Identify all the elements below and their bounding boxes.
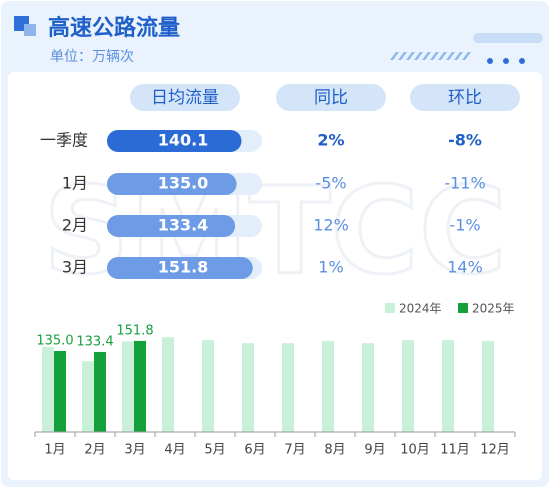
x-tick-label: 11月 bbox=[440, 443, 470, 458]
flow-bar bbox=[107, 257, 253, 279]
value-label: 135.0 bbox=[36, 334, 73, 349]
x-tick-label: 6月 bbox=[244, 443, 265, 458]
bar bbox=[162, 337, 174, 432]
flow-label: 140.1 bbox=[158, 131, 209, 150]
row-label: 1月 bbox=[62, 174, 88, 193]
column-header: 同比 bbox=[314, 88, 348, 108]
column-header-pill bbox=[130, 84, 240, 111]
bar bbox=[122, 341, 134, 432]
yoy: 1% bbox=[318, 258, 343, 277]
row-label: 一季度 bbox=[40, 131, 88, 150]
x-tick-label: 10月 bbox=[400, 443, 430, 458]
flow-label: 135.0 bbox=[158, 174, 209, 193]
x-tick-label: 8月 bbox=[324, 443, 345, 458]
yoy: 12% bbox=[313, 216, 349, 235]
column-header-pill bbox=[276, 84, 386, 111]
decoration bbox=[390, 52, 525, 64]
bar bbox=[42, 346, 54, 432]
flow-bar bbox=[107, 130, 242, 152]
value-label: 151.8 bbox=[116, 323, 153, 338]
x-tick-label: 7月 bbox=[284, 443, 305, 458]
bar bbox=[82, 361, 94, 432]
flow-bar bbox=[107, 215, 236, 237]
legend-label: 2025年 bbox=[472, 302, 515, 316]
x-tick-label: 1月 bbox=[44, 443, 65, 458]
mom: -11% bbox=[444, 174, 485, 193]
x-tick-label: 12月 bbox=[480, 443, 510, 458]
bar bbox=[282, 343, 294, 432]
bar bbox=[202, 340, 214, 432]
bar bbox=[442, 340, 454, 432]
bar bbox=[402, 340, 414, 432]
x-tick-label: 5月 bbox=[204, 443, 225, 458]
legend-swatch bbox=[385, 303, 395, 313]
yoy: 2% bbox=[317, 131, 344, 150]
yoy: -5% bbox=[315, 174, 346, 193]
mom: -1% bbox=[449, 216, 480, 235]
flow-bar bbox=[107, 173, 237, 195]
column-header-pill bbox=[410, 84, 520, 111]
x-tick-label: 2月 bbox=[84, 443, 105, 458]
column-header: 日均流量 bbox=[151, 88, 219, 108]
row-label: 2月 bbox=[62, 216, 88, 235]
legend-swatch bbox=[458, 303, 468, 313]
mom: 14% bbox=[447, 258, 483, 277]
legend-label: 2024年 bbox=[399, 302, 442, 316]
x-tick-label: 4月 bbox=[164, 443, 185, 458]
bar bbox=[322, 340, 334, 432]
x-tick-label: 9月 bbox=[364, 443, 385, 458]
subtitle: 单位：万辆次 bbox=[50, 49, 134, 65]
title: 高速公路流量 bbox=[48, 15, 180, 41]
x-tick-label: 3月 bbox=[124, 443, 145, 458]
bar bbox=[54, 351, 66, 432]
column-header: 环比 bbox=[448, 88, 482, 108]
mom: -8% bbox=[448, 131, 482, 150]
bar bbox=[482, 340, 494, 432]
bar bbox=[94, 351, 106, 432]
flow-label: 151.8 bbox=[158, 258, 209, 277]
flow-label: 133.4 bbox=[158, 216, 209, 235]
value-label: 133.4 bbox=[76, 334, 113, 349]
bar bbox=[242, 343, 254, 432]
icon bbox=[24, 24, 36, 36]
bar bbox=[134, 340, 146, 432]
bar bbox=[362, 343, 374, 432]
row-label: 3月 bbox=[62, 258, 88, 277]
